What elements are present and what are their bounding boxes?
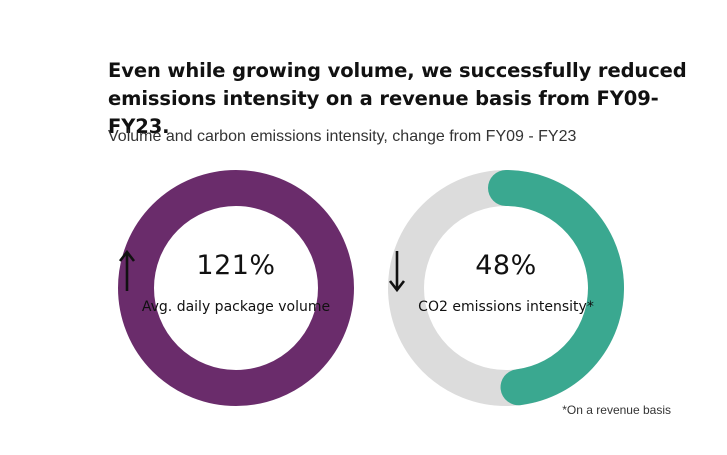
arrow-up-icon bbox=[118, 250, 136, 291]
chart-subtitle: Volume and carbon emissions intensity, c… bbox=[108, 128, 577, 145]
volume-donut-svg bbox=[118, 170, 354, 406]
volume-change-value: 121% bbox=[196, 250, 276, 281]
volume-donut-chart: 121% Avg. daily package volume bbox=[118, 170, 354, 406]
arrow-down-icon bbox=[388, 251, 406, 292]
footnote: *On a revenue basis bbox=[562, 403, 671, 417]
chart-title: Even while growing volume, we successful… bbox=[108, 59, 687, 138]
emissions-ring-arc bbox=[488, 170, 624, 406]
emissions-change-value: 48% bbox=[475, 250, 537, 281]
volume-caption: Avg. daily package volume bbox=[141, 299, 331, 315]
emissions-donut-svg bbox=[388, 170, 624, 406]
emissions-donut-chart: 48% CO2 emissions intensity* bbox=[388, 170, 624, 406]
emissions-caption: CO2 emissions intensity* bbox=[418, 299, 594, 315]
volume-ring-track bbox=[118, 170, 354, 406]
